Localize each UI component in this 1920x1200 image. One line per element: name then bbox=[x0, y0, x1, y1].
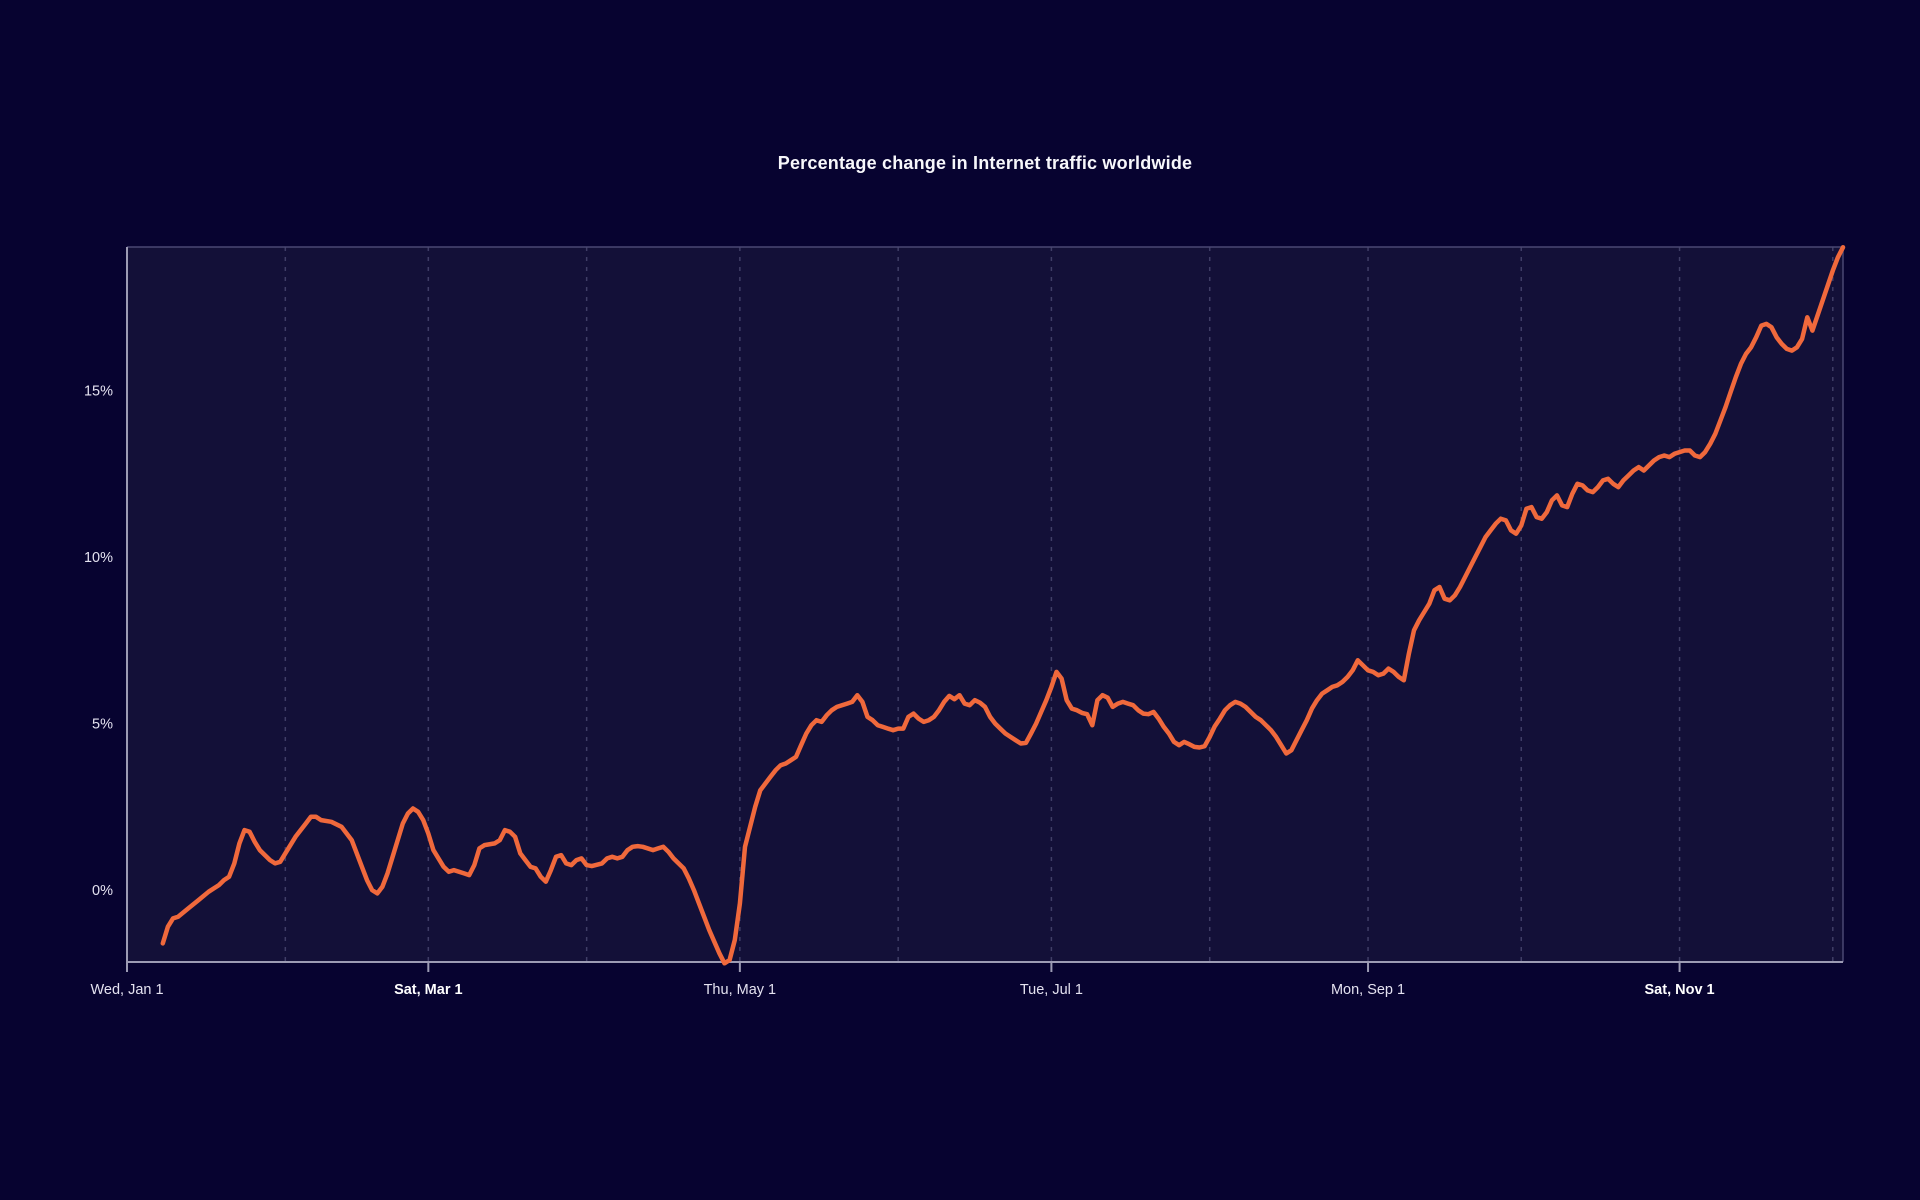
y-tick-label: 0% bbox=[92, 883, 113, 899]
x-tick-label: Wed, Jan 1 bbox=[90, 982, 163, 998]
y-tick-label: 10% bbox=[84, 550, 113, 566]
y-tick-label: 15% bbox=[84, 384, 113, 400]
x-tick-label: Sat, Nov 1 bbox=[1645, 982, 1715, 998]
x-tick-label: Tue, Jul 1 bbox=[1020, 982, 1083, 998]
x-tick-label: Sat, Mar 1 bbox=[394, 982, 463, 998]
plot-area[interactable] bbox=[127, 247, 1843, 962]
y-tick-label: 5% bbox=[92, 717, 113, 733]
x-tick-label: Mon, Sep 1 bbox=[1331, 982, 1405, 998]
chart-title: Percentage change in Internet traffic wo… bbox=[777, 153, 1193, 173]
traffic-line bbox=[160, 245, 1846, 966]
x-tick-label: Thu, May 1 bbox=[704, 982, 777, 998]
